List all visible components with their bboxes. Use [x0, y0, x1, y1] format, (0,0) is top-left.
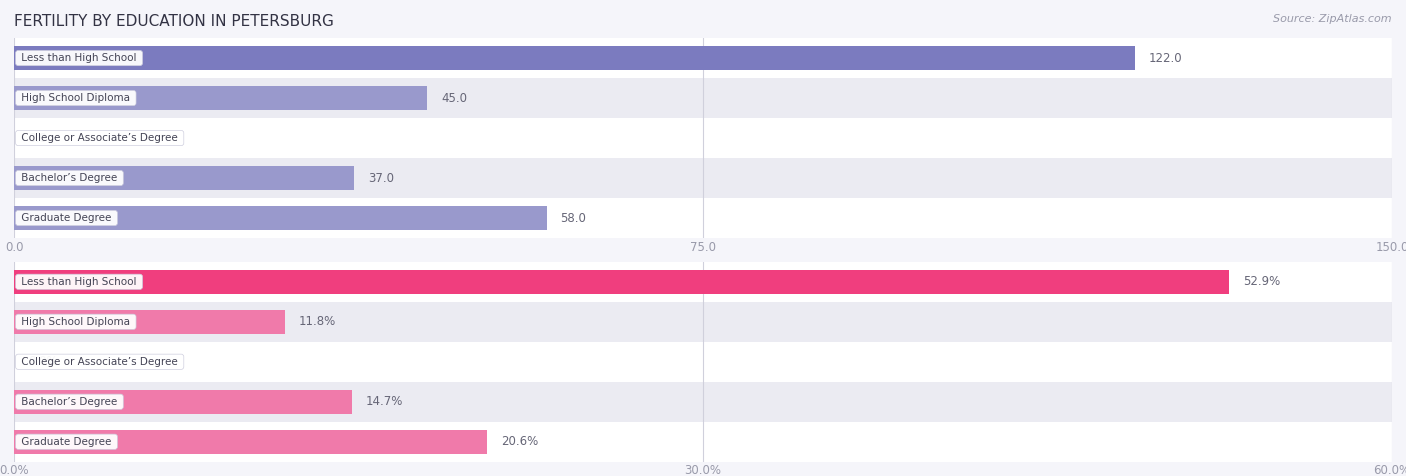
Text: 11.8%: 11.8% [299, 315, 336, 328]
Text: Less than High School: Less than High School [18, 53, 141, 63]
Text: Less than High School: Less than High School [18, 277, 141, 287]
Text: 0.0%: 0.0% [28, 355, 58, 368]
Text: College or Associate’s Degree: College or Associate’s Degree [18, 133, 181, 143]
Text: College or Associate’s Degree: College or Associate’s Degree [18, 357, 181, 367]
Text: 52.9%: 52.9% [1243, 275, 1279, 288]
Bar [14, 422, 1392, 462]
Text: 122.0: 122.0 [1149, 51, 1182, 65]
Text: Graduate Degree: Graduate Degree [18, 436, 115, 447]
Bar [14, 86, 427, 110]
Text: Source: ZipAtlas.com: Source: ZipAtlas.com [1274, 14, 1392, 24]
Text: Bachelor’s Degree: Bachelor’s Degree [18, 173, 121, 183]
Bar [14, 166, 354, 190]
Bar [14, 382, 1392, 422]
Bar [14, 198, 1392, 238]
Text: 37.0: 37.0 [368, 171, 394, 185]
Bar [14, 270, 1229, 294]
Bar [14, 78, 1392, 118]
Text: High School Diploma: High School Diploma [18, 317, 134, 327]
Text: 45.0: 45.0 [441, 91, 467, 105]
Bar [14, 430, 486, 454]
Bar [14, 390, 352, 414]
Bar [14, 118, 1392, 158]
Text: Graduate Degree: Graduate Degree [18, 213, 115, 223]
Bar [14, 46, 1135, 70]
Text: 14.7%: 14.7% [366, 395, 402, 408]
Text: FERTILITY BY EDUCATION IN PETERSBURG: FERTILITY BY EDUCATION IN PETERSBURG [14, 14, 335, 30]
Text: 20.6%: 20.6% [501, 435, 538, 448]
Bar [14, 302, 1392, 342]
Bar [14, 342, 1392, 382]
Bar [14, 158, 1392, 198]
Text: 0.0: 0.0 [28, 131, 46, 145]
Text: High School Diploma: High School Diploma [18, 93, 134, 103]
Bar [14, 310, 285, 334]
Bar [14, 206, 547, 230]
Bar [14, 38, 1392, 78]
Text: 58.0: 58.0 [561, 211, 586, 225]
Bar [14, 262, 1392, 302]
Text: Bachelor’s Degree: Bachelor’s Degree [18, 397, 121, 407]
